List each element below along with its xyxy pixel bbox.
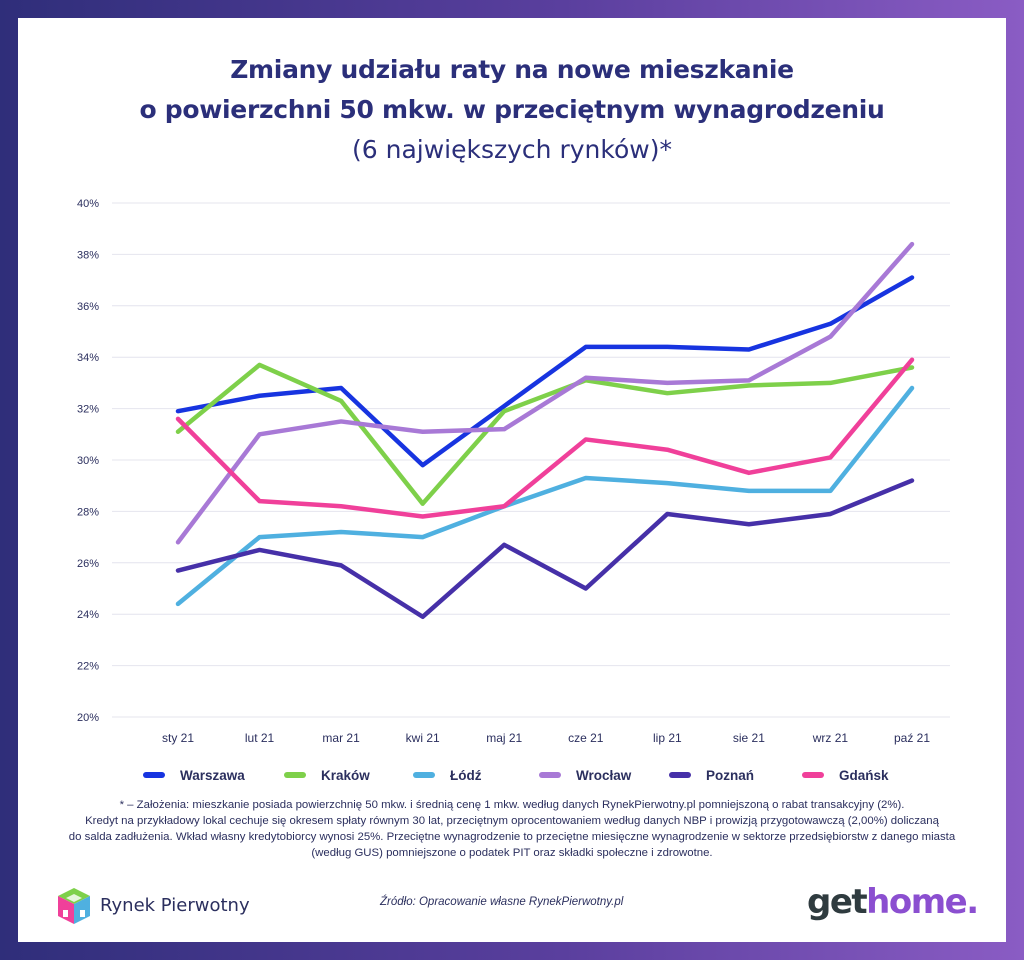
- series-line-kraków: [175, 362, 915, 506]
- footnote: * – Założenia: mieszkanie posiada powier…: [40, 797, 984, 861]
- gethome-logo: gethome.: [807, 882, 979, 922]
- legend: Warszawa Kraków Łódź Wrocław Poznań Gdańsk: [143, 768, 889, 783]
- series-lines: [175, 241, 915, 620]
- footnote-line: do salda zadłużenia. Wkład własny kredyt…: [68, 831, 956, 843]
- legend-label: Warszawa: [180, 768, 245, 783]
- legend-label: Łódź: [450, 768, 482, 783]
- x-tick-label: kwi 21: [406, 731, 440, 745]
- grid-lines: [112, 202, 950, 718]
- source-note: Źródło: Opracowanie własne RynekPierwotn…: [380, 896, 624, 908]
- gethome-logo-part2: home.: [866, 882, 979, 922]
- y-tick-label: 20%: [77, 712, 99, 724]
- y-tick-label: 38%: [77, 249, 99, 261]
- series-line-wrocław: [175, 241, 915, 545]
- legend-label: Wrocław: [576, 768, 632, 783]
- footnote-line: * – Założenia: mieszkanie posiada powier…: [119, 799, 905, 811]
- rynek-pierwotny-logo-icon: [58, 888, 90, 924]
- x-tick-label: maj 21: [486, 731, 522, 745]
- footnote-line: (według GUS) pomniejszone o podatek PIT …: [311, 847, 713, 859]
- y-tick-label: 32%: [77, 404, 99, 416]
- gethome-logo-part1: get: [807, 882, 868, 922]
- series-line-łódź: [175, 385, 915, 607]
- brand-rynek-pierwotny: Rynek Pierwotny: [100, 895, 250, 916]
- y-tick-label: 28%: [77, 506, 99, 518]
- y-tick-label: 26%: [77, 558, 99, 570]
- x-tick-label: wrz 21: [812, 731, 849, 745]
- y-axis-ticks: 20% 22% 24% 26% 28% 30% 32% 34% 36% 38% 40%: [77, 198, 99, 724]
- line-chart: 20% 22% 24% 26% 28% 30% 32% 34% 36% 38% 40% sty 21…: [77, 198, 950, 783]
- x-tick-label: lip 21: [653, 731, 682, 745]
- legend-label: Poznań: [706, 768, 754, 783]
- chart-subtitle: (6 największych rynków)*: [352, 135, 672, 164]
- chart-title-line1: Zmiany udziału raty na nowe mieszkanie: [230, 55, 794, 84]
- chart-title-line2: o powierzchni 50 mkw. w przeciętnym wyna…: [139, 95, 885, 124]
- x-tick-label: sty 21: [162, 731, 194, 745]
- y-tick-label: 36%: [77, 301, 99, 313]
- x-tick-label: paź 21: [894, 731, 930, 745]
- y-tick-label: 40%: [77, 198, 99, 210]
- x-tick-label: sie 21: [733, 731, 765, 745]
- y-tick-label: 22%: [77, 661, 99, 673]
- series-line-warszawa: [175, 275, 915, 468]
- footnote-line: Kredyt na przykładowy lokal cechuje się …: [85, 815, 939, 827]
- y-tick-label: 34%: [77, 352, 99, 364]
- series-line-gdańsk: [175, 357, 915, 519]
- legend-label: Kraków: [321, 768, 370, 783]
- x-tick-label: mar 21: [322, 731, 360, 745]
- y-tick-label: 24%: [77, 609, 99, 621]
- y-tick-label: 30%: [77, 455, 99, 467]
- legend-label: Gdańsk: [839, 768, 889, 783]
- x-axis-ticks: sty 21 lut 21 mar 21 kwi 21 maj 21 cze 21 lip …: [162, 731, 930, 745]
- x-tick-label: lut 21: [245, 731, 275, 745]
- x-tick-label: cze 21: [568, 731, 604, 745]
- series-line-poznań: [175, 478, 915, 620]
